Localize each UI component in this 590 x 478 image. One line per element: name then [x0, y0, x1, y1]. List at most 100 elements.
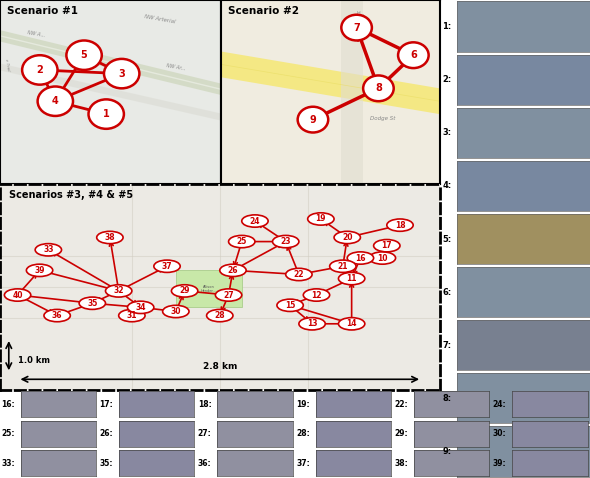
Circle shape [163, 305, 189, 318]
Text: 16:: 16: [1, 400, 15, 409]
Text: NW Arterial: NW Arterial [144, 14, 176, 25]
Circle shape [88, 99, 124, 129]
Text: Dodge St: Dodge St [370, 116, 395, 120]
Text: 36: 36 [52, 311, 63, 320]
Text: 2: 2 [37, 65, 43, 75]
Circle shape [38, 87, 73, 116]
Text: 19: 19 [316, 215, 326, 224]
Text: 33:: 33: [1, 459, 15, 468]
Circle shape [277, 299, 303, 312]
Circle shape [97, 231, 123, 244]
Text: 18:: 18: [198, 400, 212, 409]
Text: 19:: 19: [296, 400, 310, 409]
Circle shape [154, 260, 180, 272]
Circle shape [215, 289, 242, 301]
Circle shape [330, 260, 356, 272]
Circle shape [334, 231, 360, 244]
Circle shape [4, 289, 31, 301]
Text: 35: 35 [87, 299, 97, 308]
Circle shape [387, 219, 413, 231]
Circle shape [363, 76, 394, 101]
Circle shape [339, 272, 365, 285]
Circle shape [242, 215, 268, 227]
Text: 39: 39 [34, 266, 45, 275]
Circle shape [398, 43, 428, 68]
Text: 38:: 38: [395, 459, 408, 468]
Text: 3: 3 [119, 69, 125, 78]
Circle shape [303, 289, 330, 301]
Circle shape [206, 309, 233, 322]
Text: 7:: 7: [442, 341, 451, 350]
Text: 13: 13 [307, 319, 317, 328]
Text: 3:: 3: [442, 128, 451, 137]
Text: 30: 30 [171, 307, 181, 316]
Text: 34: 34 [136, 303, 146, 312]
Circle shape [66, 41, 102, 70]
Text: 26: 26 [228, 266, 238, 275]
Text: NW Ar...: NW Ar... [166, 63, 186, 71]
Text: 32: 32 [113, 286, 124, 295]
Text: 20: 20 [342, 233, 352, 242]
Text: 14: 14 [346, 319, 357, 328]
Circle shape [220, 264, 246, 276]
Text: 37: 37 [162, 262, 172, 271]
Text: Scenario #1: Scenario #1 [6, 6, 78, 15]
Text: 5: 5 [81, 50, 87, 60]
Text: Scenarios #3, #4 & #5: Scenarios #3, #4 & #5 [9, 190, 133, 200]
Text: 21: 21 [337, 262, 348, 271]
Circle shape [341, 15, 372, 41]
Text: 39:: 39: [493, 459, 506, 468]
Text: 24:: 24: [493, 400, 506, 409]
Text: 25: 25 [237, 237, 247, 246]
Text: e Trail: e Trail [5, 58, 11, 71]
Circle shape [273, 236, 299, 248]
Text: 6: 6 [410, 50, 417, 60]
Text: 4:: 4: [442, 181, 452, 190]
Text: H...: H... [356, 11, 365, 16]
Text: 23: 23 [280, 237, 291, 246]
Circle shape [172, 285, 198, 297]
Text: 28:: 28: [296, 429, 310, 438]
Text: 31: 31 [127, 311, 137, 320]
Text: 1:: 1: [442, 22, 452, 31]
Polygon shape [221, 52, 440, 114]
Text: 2:: 2: [442, 75, 452, 84]
Circle shape [228, 236, 255, 248]
Circle shape [104, 59, 139, 88]
Text: 22:: 22: [395, 400, 408, 409]
Circle shape [348, 252, 373, 264]
Text: 12: 12 [312, 291, 322, 300]
Text: 38: 38 [104, 233, 115, 242]
Text: 40: 40 [12, 291, 23, 300]
Text: 37:: 37: [296, 459, 310, 468]
Text: 9:: 9: [442, 447, 451, 456]
Text: 1: 1 [103, 109, 110, 119]
Text: 7: 7 [353, 22, 360, 33]
Circle shape [44, 309, 70, 322]
Text: NW A...: NW A... [27, 30, 45, 38]
Text: 1.0 km: 1.0 km [18, 356, 50, 365]
Text: 26:: 26: [100, 429, 113, 438]
Text: 36:: 36: [198, 459, 211, 468]
Text: 9: 9 [310, 115, 316, 125]
Circle shape [369, 252, 395, 264]
Text: 5:: 5: [442, 235, 452, 243]
Circle shape [35, 244, 61, 256]
Circle shape [79, 297, 106, 309]
Text: 22: 22 [294, 270, 304, 279]
Circle shape [286, 268, 312, 281]
Text: 11: 11 [346, 274, 357, 283]
Text: 18: 18 [395, 221, 405, 229]
Circle shape [127, 301, 154, 314]
Circle shape [373, 239, 400, 252]
Text: 29:: 29: [395, 429, 408, 438]
Text: 27:: 27: [198, 429, 212, 438]
Text: 27: 27 [223, 291, 234, 300]
Text: 4: 4 [52, 96, 58, 106]
Text: 17:: 17: [100, 400, 113, 409]
Text: 17: 17 [382, 241, 392, 250]
Circle shape [22, 55, 57, 85]
Text: 15: 15 [285, 301, 295, 310]
Text: 6:: 6: [442, 288, 452, 297]
Circle shape [119, 309, 145, 322]
